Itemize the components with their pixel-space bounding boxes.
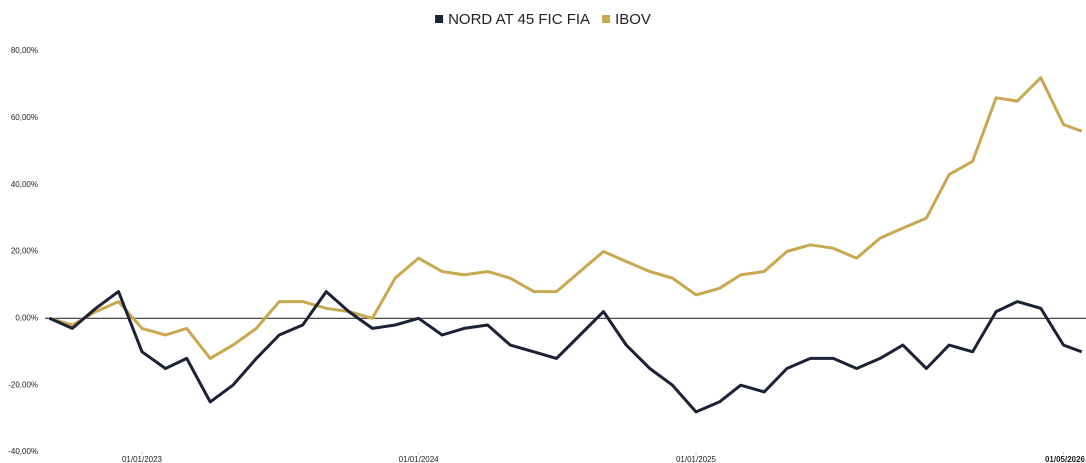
x-tick-label: 01/05/2026 (1045, 455, 1086, 463)
x-tick-label: 01/01/2025 (676, 455, 717, 463)
x-tick-label: 01/01/2023 (122, 455, 163, 463)
y-tick-label: 20,00% (11, 247, 38, 256)
series-line (48, 290, 1083, 414)
series-line (49, 76, 1083, 360)
y-tick-label: 40,00% (11, 180, 38, 189)
legend-swatch (602, 15, 611, 23)
legend-swatch (435, 15, 444, 23)
legend-label: NORD AT 45 FIC FIA (448, 11, 590, 28)
y-tick-label: 0,00% (15, 313, 38, 322)
x-tick-label: 01/01/2024 (399, 455, 440, 463)
y-tick-label: 60,00% (11, 113, 38, 122)
legend: NORD AT 45 FIC FIA IBOV (435, 11, 651, 28)
legend-label: IBOV (615, 11, 651, 28)
y-tick-label: -40,00% (8, 447, 38, 456)
y-tick-label: 80,00% (11, 46, 38, 55)
y-tick-label: -20,00% (8, 380, 38, 389)
